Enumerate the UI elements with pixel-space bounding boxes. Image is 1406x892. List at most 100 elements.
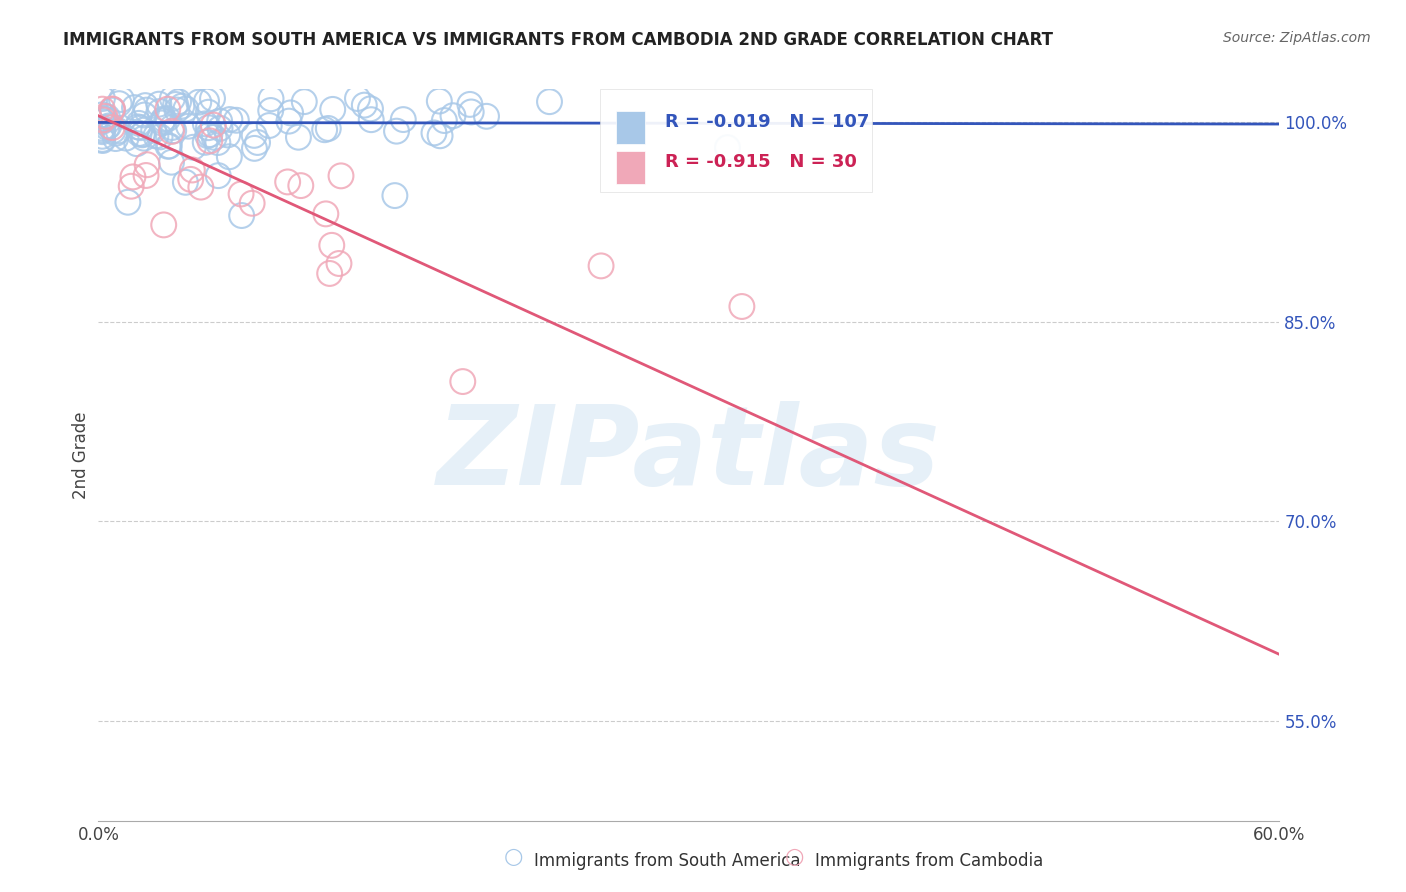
- Point: [117, 195, 139, 210]
- Point: [257, 119, 280, 133]
- Point: [208, 114, 231, 128]
- Point: [101, 102, 124, 116]
- Point: [194, 136, 217, 150]
- Point: [360, 112, 382, 127]
- Point: [122, 169, 145, 184]
- Point: [360, 102, 382, 116]
- Point: [330, 169, 353, 183]
- Text: R = -0.915   N = 30: R = -0.915 N = 30: [665, 153, 858, 171]
- Point: [163, 123, 186, 137]
- Point: [318, 267, 340, 281]
- Point: [217, 128, 239, 142]
- Point: [91, 125, 114, 139]
- Point: [135, 169, 157, 183]
- Point: [131, 127, 153, 141]
- Y-axis label: 2nd Grade: 2nd Grade: [72, 411, 90, 499]
- Point: [202, 130, 225, 145]
- Point: [94, 109, 117, 123]
- Text: ZIPatlas: ZIPatlas: [437, 401, 941, 508]
- Point: [207, 136, 229, 150]
- Point: [278, 114, 301, 128]
- FancyBboxPatch shape: [616, 152, 645, 185]
- Point: [314, 122, 336, 136]
- Point: [93, 112, 115, 126]
- Point: [142, 123, 165, 137]
- Point: [91, 123, 114, 137]
- Point: [246, 136, 269, 150]
- Point: [243, 141, 266, 155]
- Point: [136, 158, 159, 172]
- Point: [156, 102, 179, 116]
- Point: [101, 102, 124, 116]
- Point: [427, 94, 450, 108]
- Text: ○: ○: [503, 847, 523, 867]
- Point: [167, 95, 190, 109]
- Point: [429, 128, 451, 143]
- Point: [181, 163, 204, 178]
- Point: [124, 101, 146, 115]
- Point: [127, 120, 149, 134]
- Point: [240, 196, 263, 211]
- Point: [157, 139, 180, 153]
- Point: [107, 124, 129, 138]
- Point: [129, 120, 152, 135]
- Point: [591, 259, 613, 273]
- Point: [110, 93, 132, 107]
- Point: [160, 124, 183, 138]
- Point: [101, 120, 124, 135]
- Text: Immigrants from South America: Immigrants from South America: [534, 852, 801, 870]
- Point: [91, 121, 114, 136]
- Point: [91, 114, 114, 128]
- Point: [460, 105, 482, 120]
- Point: [385, 124, 408, 138]
- Text: IMMIGRANTS FROM SOUTH AMERICA VS IMMIGRANTS FROM CAMBODIA 2ND GRADE CORRELATION : IMMIGRANTS FROM SOUTH AMERICA VS IMMIGRA…: [63, 31, 1053, 49]
- Point: [292, 95, 315, 109]
- Point: [134, 98, 156, 112]
- Point: [91, 132, 114, 146]
- Point: [152, 112, 174, 127]
- Point: [731, 300, 754, 314]
- Text: Immigrants from Cambodia: Immigrants from Cambodia: [815, 852, 1043, 870]
- Point: [201, 91, 224, 105]
- Point: [280, 106, 302, 120]
- Point: [152, 114, 174, 128]
- Point: [316, 121, 339, 136]
- Point: [181, 140, 204, 154]
- Point: [197, 105, 219, 120]
- Point: [125, 136, 148, 151]
- Point: [160, 155, 183, 169]
- Point: [197, 120, 219, 135]
- Point: [152, 218, 174, 232]
- Point: [108, 96, 131, 111]
- Point: [451, 375, 474, 389]
- Point: [96, 110, 118, 124]
- Point: [128, 127, 150, 141]
- Point: [218, 112, 240, 127]
- Point: [384, 188, 406, 202]
- FancyBboxPatch shape: [600, 89, 872, 192]
- Point: [225, 113, 247, 128]
- Point: [115, 131, 138, 145]
- Point: [321, 238, 343, 252]
- Point: [101, 103, 124, 118]
- Point: [101, 124, 124, 138]
- Point: [156, 112, 179, 126]
- Point: [195, 94, 218, 108]
- Point: [94, 112, 117, 127]
- Point: [441, 109, 464, 123]
- Point: [716, 140, 738, 154]
- Point: [162, 91, 184, 105]
- Point: [433, 113, 456, 128]
- Point: [207, 169, 229, 183]
- Point: [148, 97, 170, 112]
- Point: [197, 128, 219, 143]
- Point: [198, 134, 221, 148]
- Point: [174, 102, 197, 116]
- Point: [231, 209, 253, 223]
- Point: [287, 130, 309, 145]
- Point: [91, 112, 114, 127]
- Point: [218, 150, 240, 164]
- Point: [128, 116, 150, 130]
- Point: [353, 98, 375, 112]
- Point: [475, 109, 498, 123]
